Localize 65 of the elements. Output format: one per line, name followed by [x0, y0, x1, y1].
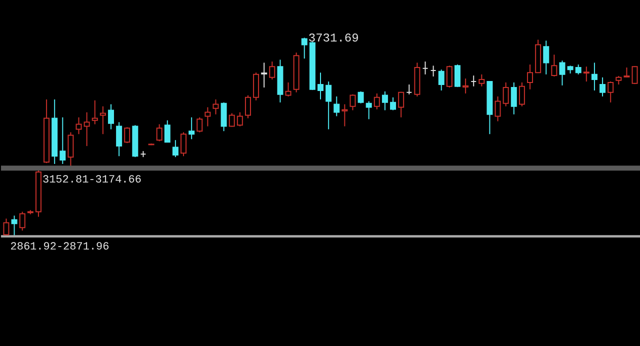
candlestick [285, 82, 292, 97]
candlestick [244, 94, 251, 119]
candlestick [124, 126, 130, 144]
candlestick [398, 91, 404, 118]
annotation: 3731.69 [308, 32, 359, 46]
candlestick [60, 116, 66, 164]
candlestick [527, 64, 534, 90]
candlestick [269, 61, 276, 80]
candlestick [342, 104, 348, 127]
candlestick [204, 106, 211, 127]
candlestick [68, 132, 74, 167]
candlestick [608, 81, 614, 103]
candlestick [236, 112, 243, 127]
candlestick [438, 69, 444, 91]
candlestick [518, 82, 525, 107]
candlestick [390, 96, 396, 111]
candlestick [350, 94, 356, 111]
candlestick [100, 106, 106, 135]
candlestick [624, 67, 630, 78]
candlestick [510, 82, 517, 115]
candlestick [334, 96, 340, 117]
candlestick [470, 75, 477, 87]
band-label: 2861.92-2871.96 [10, 241, 110, 254]
candlestick [301, 37, 308, 60]
candlestick [228, 112, 235, 128]
candlestick [600, 76, 606, 97]
candlestick [374, 92, 380, 110]
candlestick [494, 96, 501, 122]
candlestick [382, 90, 388, 111]
candlestick [76, 116, 82, 135]
candlestick [454, 64, 460, 88]
candlestick [430, 65, 436, 77]
candlestick [220, 102, 227, 132]
candlestick [559, 60, 566, 86]
candlestick [358, 90, 364, 104]
candlestick [188, 116, 195, 140]
candlestick [180, 132, 187, 157]
candlestick [318, 72, 324, 100]
candlestick [212, 98, 219, 115]
candlestick [478, 74, 485, 87]
candlestick [164, 120, 170, 143]
candlestick [92, 100, 98, 125]
candlestick [366, 100, 372, 120]
candlestick [543, 40, 550, 75]
candlestick [11, 215, 18, 236]
candlestick [116, 122, 122, 157]
candlestick [172, 140, 178, 158]
candlestick [253, 72, 260, 101]
candlestick [446, 65, 452, 88]
candlestick [156, 124, 162, 142]
candlestick [406, 84, 412, 95]
candlestick [19, 211, 26, 232]
candlestick [462, 78, 469, 94]
candlestick [502, 82, 509, 107]
candlestick [84, 112, 90, 147]
candlestick [551, 54, 558, 77]
band-label: 3152.81-3174.66 [42, 174, 142, 187]
candlestick [108, 104, 114, 130]
candlestick [575, 64, 582, 75]
candlestick [326, 81, 332, 130]
candlestick [591, 62, 598, 91]
candlestick [261, 62, 268, 88]
candlestick [583, 66, 590, 82]
candlestick [196, 116, 203, 133]
candlestick [422, 61, 428, 75]
